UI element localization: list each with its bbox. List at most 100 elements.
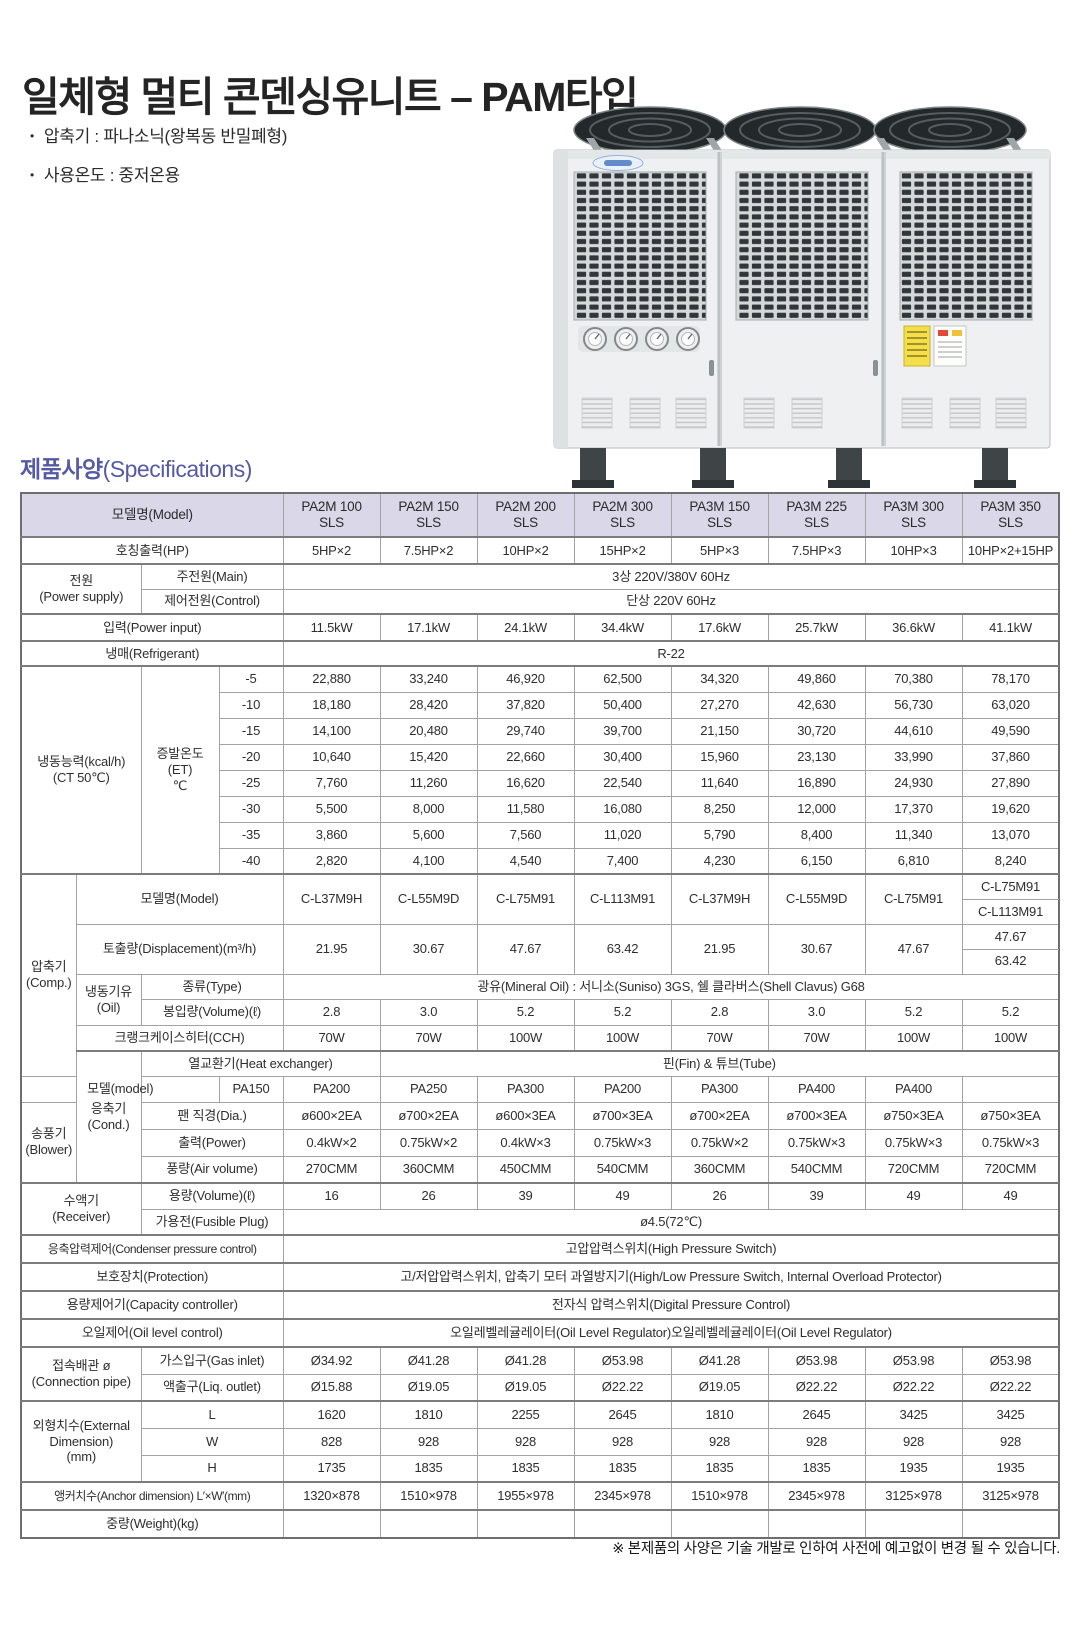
row-label: 증발온도 (ET) ℃ [140, 665, 220, 875]
spec-value: Ø53.98 [573, 1346, 672, 1375]
spec-value: 1620 [282, 1400, 381, 1429]
spec-value: 5,790 [670, 821, 769, 849]
spec-value: 28,420 [379, 691, 478, 719]
spec-value: 24.1kW [476, 613, 575, 642]
row-label: 응축압력제어(Condenser pressure control) [20, 1234, 284, 1264]
bullet-compressor: 압축기 : 파나소닉(왕복동 반밀폐형) [30, 122, 287, 147]
spec-subvalue: C-L113M91 [977, 903, 1044, 919]
product-photo [538, 98, 1062, 494]
spec-value: 78,170 [961, 665, 1060, 693]
spec-value: Ø34.92 [282, 1346, 381, 1375]
spec-row: -35 3,860 5,600 7,560 11,020 5,790 8,400 11,340… [21, 821, 1060, 849]
spec-value: 8,240 [961, 847, 1060, 875]
row-label: 접속배관 ø (Connection pipe) [20, 1346, 142, 1402]
spec-value: PA150 [218, 1075, 284, 1103]
spec-value: 37,820 [476, 691, 575, 719]
spec-value: PA400 [864, 1075, 963, 1103]
spec-value: PA200 [282, 1075, 381, 1103]
spec-value: 16,890 [767, 769, 866, 797]
spec-value: 450CMM [476, 1155, 575, 1184]
spec-value: 27,270 [670, 691, 769, 719]
spec-value: 1320×878 [282, 1481, 381, 1511]
spec-value: 30.67 [767, 923, 866, 975]
spec-row: 액출구(Liq. outlet) Ø15.88 Ø19.05 Ø19.05 Ø22.22… [21, 1373, 1060, 1402]
spec-value: 49 [961, 1182, 1060, 1210]
spec-value: 63.42 [573, 923, 672, 975]
spec-value: 5.2 [961, 998, 1060, 1026]
spec-value: C-L37M9H [670, 873, 769, 925]
spec-value: 70W [670, 1024, 769, 1052]
spec-value: 39,700 [573, 717, 672, 745]
spec-value: 2255 [476, 1400, 575, 1429]
spec-value: PA200 [573, 1075, 672, 1103]
row-label: 냉동기유 (Oil) [75, 973, 142, 1026]
spec-value: 34.4kW [573, 613, 672, 642]
spec-value: Ø41.28 [476, 1346, 575, 1375]
row-label: 용량제어기(Capacity controller) [20, 1290, 284, 1320]
model-header: PA3M 225 SLS [767, 492, 866, 538]
spec-value: 10HP×2 [476, 536, 575, 565]
spec-value [573, 1509, 672, 1539]
row-label: -10 [218, 691, 284, 719]
warning-label [903, 325, 967, 367]
row-label: 압축기 (Comp.) [20, 873, 77, 1077]
row-label: -30 [218, 795, 284, 823]
spec-value: 30,400 [573, 743, 672, 771]
spec-row: 중량(Weight)(kg) [20, 1509, 1060, 1539]
spec-value: 540CMM [573, 1155, 672, 1184]
spec-row: -10 18,180 28,420 37,820 50,400 27,270 42,630 5… [21, 691, 1060, 719]
spec-row: 외형치수(External Dimension) (mm) L 1620 1810 22… [20, 1400, 1060, 1483]
spec-value: 4,540 [476, 847, 575, 875]
spec-row: 출력(Power) 0.4kW×2 0.75kW×2 0.4kW×3 0.75kW×3 0… [21, 1128, 1060, 1157]
spec-value: 25.7kW [767, 613, 866, 642]
model-header: PA3M 350 SLS [961, 492, 1060, 538]
spec-row: 응축기 (Cond.) 열교환기(Heat exchanger) 핀(Fin) & … [21, 1050, 1060, 1184]
spec-value: 3,860 [282, 821, 381, 849]
spec-value: 928 [573, 1427, 672, 1456]
unit-legs [572, 448, 1016, 488]
spec-value: 360CMM [670, 1155, 769, 1184]
row-label: 오일제어(Oil level control) [20, 1318, 284, 1348]
spec-value: 4,230 [670, 847, 769, 875]
spec-value: PA300 [670, 1075, 769, 1103]
spec-value: 0.75kW×3 [573, 1128, 672, 1157]
spec-value: ø600×2EA [282, 1101, 381, 1130]
row-label: 풍량(Air volume) [140, 1155, 284, 1184]
spec-value: Ø53.98 [767, 1346, 866, 1375]
spec-value: 11,260 [379, 769, 478, 797]
spec-row: 송풍기 (Blower) 팬 직경(Dia.) ø600×2EA ø700×2EA ø6… [20, 1101, 1060, 1184]
spec-value: 22,880 [282, 665, 381, 693]
spec-value: 16 [282, 1182, 381, 1210]
spec-value: 100W [864, 1024, 963, 1052]
spec-value: 7.5HP×2 [379, 536, 478, 565]
spec-value: 720CMM [864, 1155, 963, 1184]
spec-value: 3125×978 [961, 1481, 1060, 1511]
spec-value: 23,130 [767, 743, 866, 771]
spec-value: 33,240 [379, 665, 478, 693]
spec-row: 냉동능력(kcal/h) (CT 50℃) 증발온도 (ET) ℃ -5 22,880… [20, 665, 1060, 875]
row-label: H [140, 1454, 284, 1483]
spec-value: 70W [379, 1024, 478, 1052]
spec-value: 11,020 [573, 821, 672, 849]
row-label: W [140, 1427, 284, 1456]
spec-row: 토출량(Displacement)(m³/h) 21.95 30.67 47.67 63… [21, 923, 1060, 975]
spec-value: 10,640 [282, 743, 381, 771]
spec-value: 47.67 63.42 [961, 923, 1060, 975]
spec-value: 5.2 [476, 998, 575, 1026]
spec-value: 30.67 [379, 923, 478, 975]
spec-value: PA300 [476, 1075, 575, 1103]
spec-value: 17,370 [864, 795, 963, 823]
row-label: 봉입량(Volume)(ℓ) [140, 998, 284, 1026]
specs-title-en: (Specifications) [102, 456, 253, 482]
spec-value: 30,720 [767, 717, 866, 745]
spec-value: 17.1kW [379, 613, 478, 642]
spec-value: 49 [573, 1182, 672, 1210]
spec-row: 모델(model) PA150 PA200 PA250 PA300 PA200 PA300 P… [20, 1075, 1059, 1103]
spec-value: 고/저압압력스위치, 압축기 모터 과열방지기(High/Low Pressur… [282, 1262, 1060, 1292]
spec-value: 광유(Mineral Oil) : 서니소(Suniso) 3GS, 쉘 클라버… [282, 973, 1060, 1000]
spec-value: 0.75kW×2 [670, 1128, 769, 1157]
spec-value: ø700×2EA [670, 1101, 769, 1130]
model-header: PA3M 150 SLS [670, 492, 769, 538]
spec-row: 냉매(Refrigerant) R-22 [20, 640, 1060, 667]
